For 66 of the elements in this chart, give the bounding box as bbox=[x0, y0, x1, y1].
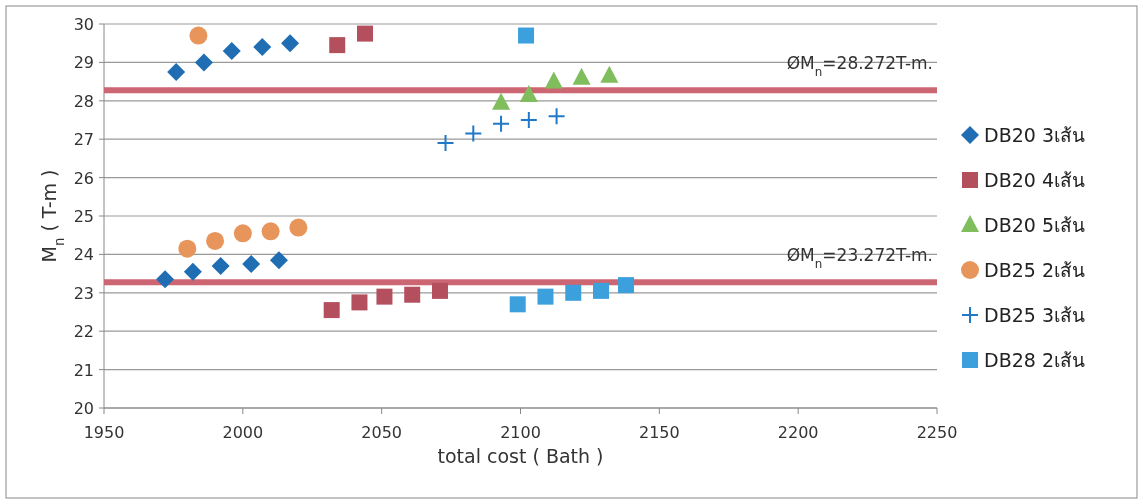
legend-label: DB25 3เส้น bbox=[984, 304, 1085, 326]
point bbox=[537, 288, 554, 305]
y-tick-label: 21 bbox=[73, 360, 94, 380]
point bbox=[178, 239, 197, 258]
x-tick-label: 2100 bbox=[500, 423, 541, 442]
point bbox=[464, 124, 483, 143]
point bbox=[351, 294, 368, 311]
point bbox=[404, 286, 421, 303]
point bbox=[183, 262, 202, 281]
legend-label: DB20 5เส้น bbox=[984, 214, 1085, 236]
x-tick-label: 2200 bbox=[777, 423, 819, 442]
x-tick-label: 2250 bbox=[916, 423, 958, 442]
point bbox=[194, 53, 213, 72]
point bbox=[206, 231, 225, 250]
y-tick-label: 29 bbox=[73, 53, 94, 73]
point bbox=[593, 282, 610, 299]
point bbox=[572, 67, 591, 85]
x-tick-label: 2150 bbox=[638, 423, 680, 442]
annotation: ØM$_{n}$=23.272T-m. bbox=[786, 245, 933, 272]
point bbox=[156, 270, 175, 289]
point bbox=[436, 134, 455, 153]
legend-label: DB20 4เส้น bbox=[984, 169, 1085, 191]
point bbox=[269, 251, 288, 270]
point bbox=[518, 27, 535, 44]
point bbox=[376, 288, 393, 305]
point bbox=[253, 38, 272, 57]
x-axis-title: total cost ( Bath ) bbox=[437, 445, 604, 467]
y-tick-label: 26 bbox=[73, 168, 94, 188]
y-tick-label: 22 bbox=[73, 322, 94, 342]
point bbox=[357, 25, 374, 42]
y-tick-label: 20 bbox=[73, 399, 94, 418]
point bbox=[242, 255, 261, 273]
point bbox=[323, 302, 340, 319]
point bbox=[509, 296, 526, 313]
x-tick-label: 1950 bbox=[83, 423, 125, 442]
y-tick-label: 30 bbox=[73, 15, 94, 34]
legend-label: DB20 3เส้น bbox=[984, 124, 1085, 146]
legend-label: DB28 2เส้น bbox=[984, 349, 1085, 371]
point bbox=[189, 26, 208, 45]
point bbox=[565, 284, 582, 301]
point bbox=[289, 218, 308, 237]
point bbox=[544, 71, 563, 89]
point bbox=[431, 282, 448, 299]
y-tick-label: 28 bbox=[73, 91, 94, 111]
annotation: ØM$_{n}$=28.272T-m. bbox=[786, 53, 933, 80]
y-tick-label: 25 bbox=[73, 207, 94, 226]
y-tick-label: 23 bbox=[73, 283, 94, 303]
point bbox=[167, 63, 186, 81]
y-tick-label: 24 bbox=[73, 245, 94, 265]
point bbox=[547, 107, 566, 126]
point bbox=[618, 277, 635, 294]
point bbox=[329, 37, 346, 54]
x-tick-label: 2050 bbox=[361, 423, 403, 442]
point bbox=[492, 92, 511, 110]
point bbox=[281, 34, 300, 53]
point bbox=[211, 256, 230, 275]
point bbox=[222, 41, 241, 60]
legend-label: DB25 2เส้น bbox=[984, 259, 1085, 281]
point bbox=[492, 114, 511, 133]
point bbox=[519, 111, 538, 129]
x-tick-label: 2000 bbox=[222, 423, 264, 442]
point bbox=[233, 224, 252, 243]
point bbox=[600, 65, 619, 83]
y-tick-label: 27 bbox=[73, 130, 94, 150]
point bbox=[519, 85, 538, 103]
point bbox=[261, 222, 280, 241]
